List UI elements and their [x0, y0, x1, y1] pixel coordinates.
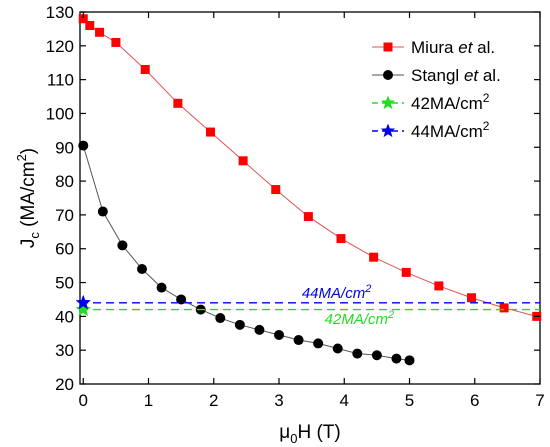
data-point-stangl	[136, 264, 147, 275]
data-point-stangl	[352, 348, 363, 359]
data-point-stangl	[254, 324, 265, 335]
x-tick-label: 7	[535, 391, 544, 410]
y-tick-label: 20	[55, 375, 74, 394]
y-tick-label: 60	[55, 240, 74, 259]
tick-layer: 0 1 2 3 4 5 6 7 20 30 40 50 60 70 80 90 100 110 120 130	[46, 3, 545, 410]
data-point-miura	[401, 267, 411, 277]
x-axis-label: μ0H (T)	[279, 422, 340, 446]
data-point-miura	[95, 27, 105, 37]
data-point-stangl	[78, 140, 89, 151]
data-point-stangl	[117, 240, 128, 251]
y-tick-label: 30	[55, 341, 74, 360]
data-point-stangl	[313, 338, 324, 349]
series-line-miura	[82, 18, 537, 317]
data-point-stangl	[215, 313, 226, 324]
data-point-miura	[78, 14, 88, 24]
data-point-miura	[85, 21, 95, 31]
data-point-stangl	[156, 282, 167, 293]
data-point-stangl	[391, 353, 402, 364]
data-point-stangl	[371, 350, 382, 361]
legend-label-42: 42MA/cm2	[411, 91, 490, 113]
data-point-miura	[336, 234, 346, 244]
x-tick-label: 5	[405, 391, 414, 410]
y-tick-label: 130	[46, 3, 74, 22]
y-axis-label: Jc (MA/cm2)	[14, 148, 42, 248]
data-point-stangl	[404, 355, 415, 366]
x-tick-label: 1	[144, 391, 153, 410]
data-point-miura	[466, 293, 476, 303]
legend-marker-44	[380, 123, 396, 138]
data-point-miura	[238, 156, 248, 166]
y-tick-label: 40	[55, 307, 74, 326]
legend-label-44: 44MA/cm2	[411, 119, 490, 141]
data-point-stangl	[293, 335, 304, 346]
data-point-stangl	[234, 319, 245, 330]
y-tick-label: 70	[55, 206, 74, 225]
y-tick-label: 110	[47, 71, 74, 90]
legend-entry-stangl: Stangl et al.	[372, 66, 501, 85]
data-point-miura	[499, 303, 509, 313]
y-tick-label: 120	[46, 37, 74, 56]
y-tick-label: 50	[55, 274, 74, 293]
plot-frame-group	[79, 11, 541, 385]
x-tick-label: 3	[274, 391, 283, 410]
data-point-miura	[173, 98, 183, 108]
legend-entry-miura: Miura et al.	[372, 38, 495, 57]
x-tick-label: 6	[470, 391, 479, 410]
data-point-stangl	[274, 329, 285, 340]
y-tick-label: 90	[55, 138, 74, 157]
data-point-miura	[205, 127, 215, 137]
legend: Miura et al. Stangl et al. 42MA/cm2 44MA…	[372, 38, 501, 141]
legend-entry-44: 44MA/cm2	[372, 119, 490, 141]
data-point-miura	[111, 37, 121, 47]
reference-label-42: 42MA/cm2	[325, 309, 394, 328]
series-line-stangl	[82, 145, 410, 361]
x-tick-label: 4	[340, 391, 349, 410]
data-point-stangl	[332, 343, 343, 354]
x-tick-label: 0	[79, 391, 88, 410]
series-layer	[78, 14, 542, 366]
data-point-miura	[271, 185, 281, 195]
data-point-stangl	[97, 206, 108, 217]
reference-star-44	[75, 294, 92, 310]
legend-label-miura: Miura et al.	[411, 38, 495, 57]
data-point-miura	[434, 281, 444, 291]
y-tick-label: 80	[55, 172, 74, 191]
data-point-miura	[303, 212, 313, 222]
legend-entry-42: 42MA/cm2	[372, 91, 490, 113]
data-point-miura	[140, 64, 150, 74]
plot-frame	[79, 11, 541, 385]
data-point-miura	[369, 252, 379, 262]
reference-line-layer: 42MA/cm2 44MA/cm2	[75, 283, 540, 328]
reference-label-44: 44MA/cm2	[302, 283, 371, 302]
data-point-stangl	[176, 294, 187, 305]
reference-star-42	[75, 301, 92, 317]
legend-marker-miura	[383, 42, 393, 52]
legend-marker-stangl	[383, 70, 393, 80]
legend-marker-42	[380, 95, 396, 110]
legend-label-stangl: Stangl et al.	[411, 66, 501, 85]
x-tick-label: 2	[209, 391, 218, 410]
y-tick-label: 100	[46, 104, 74, 123]
